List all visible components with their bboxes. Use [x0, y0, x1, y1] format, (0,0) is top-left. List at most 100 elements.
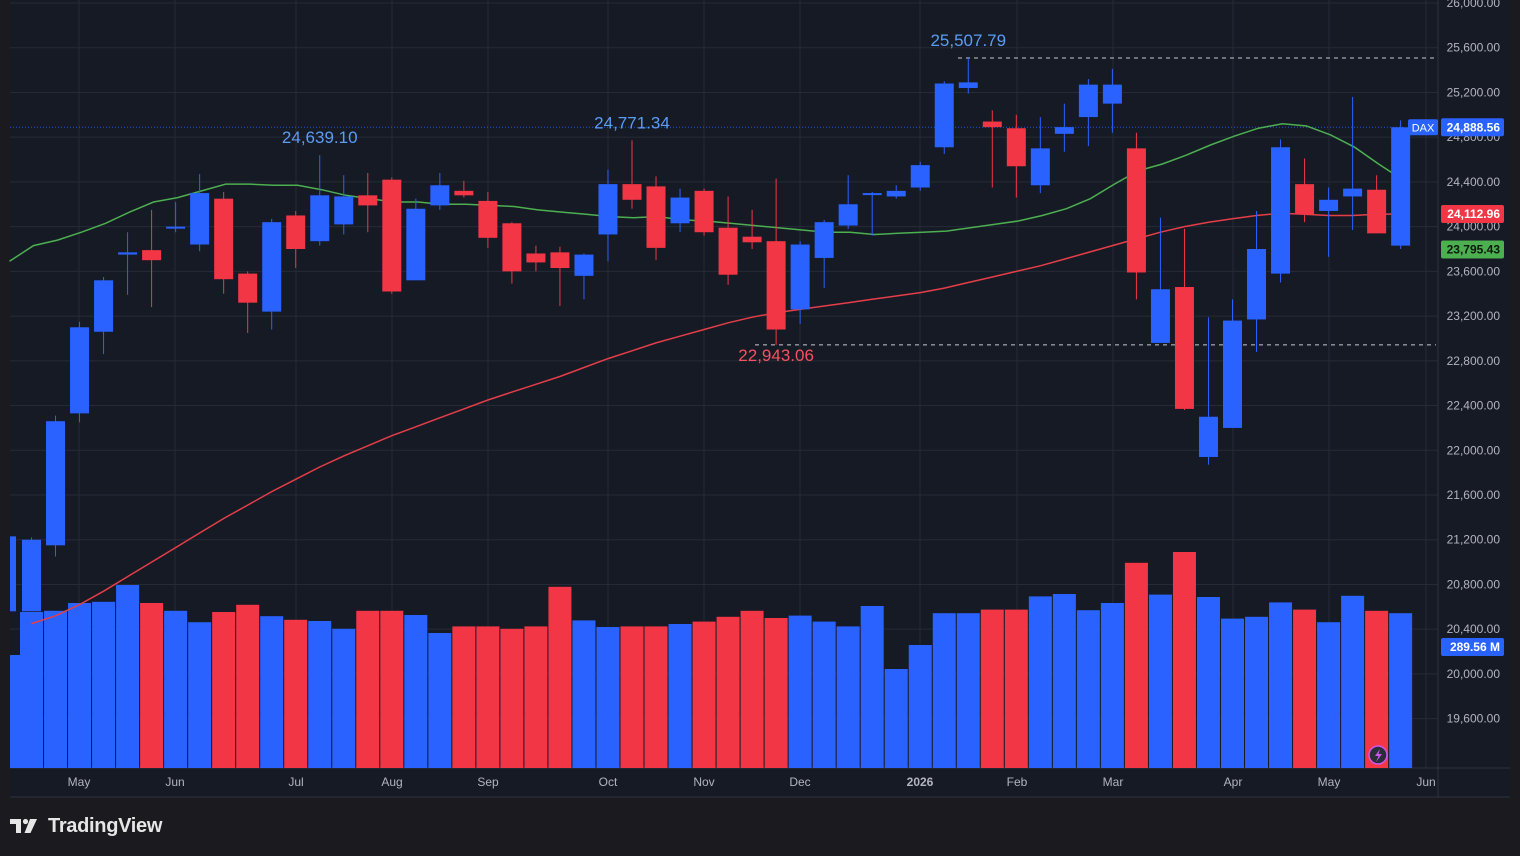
volume-bar: [572, 620, 596, 768]
price-axis[interactable]: 26,000.0025,600.0025,200.0024,800.0024,4…: [1447, 0, 1501, 726]
x-tick-label: May: [68, 775, 91, 789]
candle: [742, 209, 762, 249]
candle: [574, 253, 594, 300]
price-chart[interactable]: 24,639.10 24,771.34 25,507.79 22,943.06 26,…: [0, 0, 1520, 800]
volume-label-box: [1441, 638, 1504, 656]
candle-body: [862, 193, 882, 196]
candle: [1343, 96, 1363, 230]
candle-body: [1343, 188, 1363, 197]
candle: [1247, 210, 1267, 352]
candle-body: [622, 184, 642, 200]
candle: [910, 161, 930, 191]
candle-body: [550, 252, 570, 269]
volume-bar: [428, 633, 452, 768]
candle: [334, 175, 354, 235]
candle-body: [238, 273, 258, 303]
y-tick-label: 25,200.00: [1447, 85, 1501, 99]
y-tick-label: 23,200.00: [1447, 309, 1501, 323]
candle-body: [766, 241, 786, 330]
last-price-label: 24,888.56: [1447, 120, 1501, 134]
price-axis-labels: DAX 24,888.56 24,112.96 23,795.43 289.56 M: [1408, 118, 1504, 656]
volume-bar: [1004, 609, 1028, 768]
y-tick-label: 20,400.00: [1447, 622, 1501, 636]
volume-bar: [452, 626, 476, 768]
candle-body: [310, 195, 330, 242]
volume-bar: [1317, 622, 1341, 768]
volume-bar: [812, 621, 836, 768]
candle: [1054, 103, 1074, 152]
volume-bar: [740, 610, 764, 768]
candle: [310, 155, 330, 246]
volume-bar: [116, 585, 140, 768]
x-tick-label: Jul: [288, 775, 303, 789]
candle: [622, 140, 642, 209]
candle: [838, 175, 858, 229]
candle: [598, 169, 618, 262]
volume-bar: [404, 615, 428, 768]
candle: [526, 245, 546, 272]
candle: [1271, 139, 1291, 283]
candle: [1367, 175, 1387, 234]
lightning-icon[interactable]: [1368, 745, 1388, 765]
candle: [478, 191, 498, 248]
y-tick-label: 20,000.00: [1447, 667, 1501, 681]
volume-bar: [1148, 594, 1172, 768]
volume-bar: [10, 655, 20, 768]
candle: [982, 110, 1002, 188]
candle-body: [358, 195, 378, 206]
x-tick-label: Aug: [381, 775, 402, 789]
volume-bar: [260, 616, 284, 768]
volume-bar: [1365, 610, 1389, 768]
volume-bar: [92, 601, 116, 768]
volume-bar: [188, 622, 212, 768]
candle: [142, 209, 162, 308]
candle: [1319, 187, 1339, 257]
volume-bar: [476, 626, 500, 768]
volume-bar: [644, 626, 668, 768]
candle: [670, 188, 690, 233]
candle-body: [598, 184, 618, 235]
candle: [262, 218, 282, 330]
ma-fast-label: 23,795.43: [1447, 243, 1501, 257]
volume-bar: [140, 603, 164, 768]
volume-bar: [1389, 613, 1413, 768]
candle: [814, 219, 834, 289]
candle: [118, 232, 138, 295]
time-axis[interactable]: May Jun Jul Aug Sep Oct Nov Dec 2026 Feb Mar Apr May…: [68, 775, 1436, 789]
candle-body: [1030, 148, 1050, 186]
candle-body: [1102, 84, 1122, 104]
high-annotation: 24,639.10: [282, 128, 358, 147]
volume-bar: [956, 613, 980, 768]
volume-bar: [1028, 596, 1052, 768]
candle-body: [574, 254, 594, 276]
candle-body: [478, 200, 498, 238]
candle: [790, 241, 810, 324]
volume-bar: [692, 621, 716, 768]
candle-body: [46, 421, 66, 546]
candle-body: [838, 204, 858, 226]
ma-slow-line: [31, 212, 1401, 625]
candle-body: [118, 252, 138, 255]
x-tick-label: 2026: [907, 775, 934, 789]
candle-body: [886, 190, 906, 197]
candle: [886, 185, 906, 199]
volume-bar: [500, 628, 524, 768]
footer-brand[interactable]: TradingView: [10, 810, 162, 842]
volume-bar: [860, 606, 884, 768]
candle: [1150, 217, 1170, 343]
candle: [46, 415, 66, 557]
last-price-label-box: [1441, 118, 1504, 137]
candle-body: [10, 536, 16, 612]
x-tick-label: Mar: [1103, 775, 1124, 789]
candle: [1030, 117, 1050, 194]
volume-bar: [1052, 594, 1076, 768]
candle: [694, 188, 714, 236]
candle: [1295, 158, 1315, 223]
volume-bar: [1196, 597, 1220, 768]
candle-body: [454, 190, 474, 196]
candle: [406, 198, 426, 281]
high-annotation: 25,507.79: [930, 31, 1006, 50]
candle: [214, 191, 234, 294]
x-tick-label: May: [1318, 775, 1341, 789]
